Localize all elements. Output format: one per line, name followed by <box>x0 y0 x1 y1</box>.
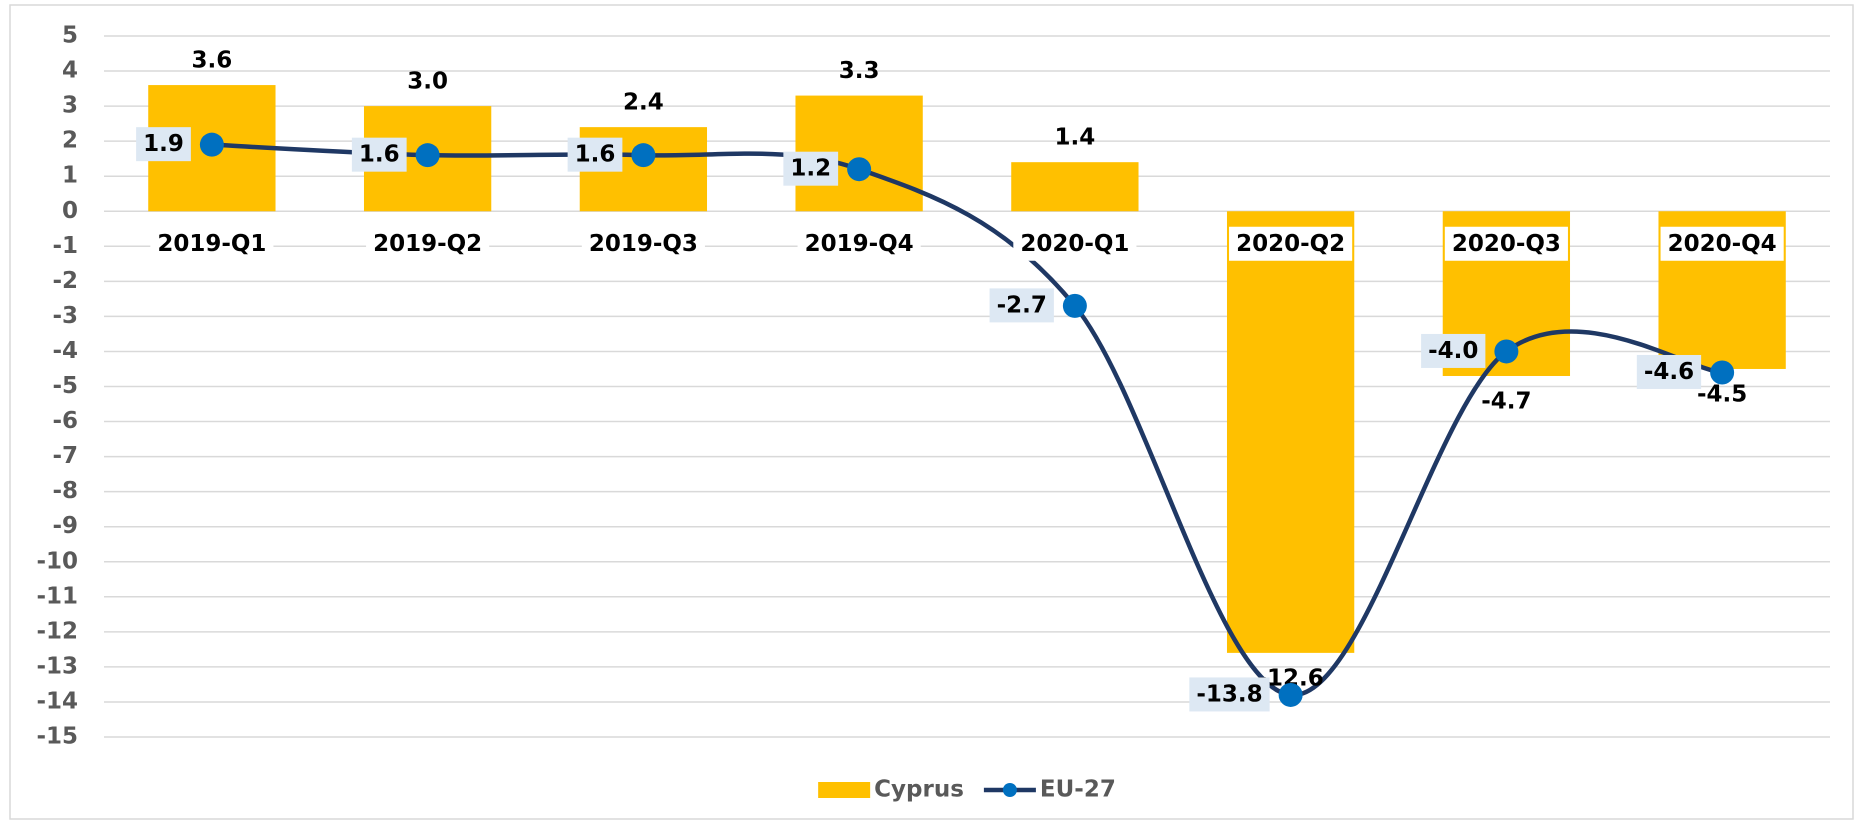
bar-value-label: 3.6 <box>192 48 233 74</box>
label-background <box>581 226 705 261</box>
line-value-label: 1.6 <box>359 142 400 168</box>
label-background <box>1636 354 1702 389</box>
marker <box>415 143 440 168</box>
marker <box>1278 682 1303 707</box>
label-background <box>783 151 839 186</box>
marker <box>1062 293 1087 318</box>
label-background <box>989 288 1054 323</box>
bar-value-label: 1.4 <box>1055 125 1096 151</box>
label-background <box>136 127 191 162</box>
label-background <box>1013 226 1137 261</box>
line-value-label: -13.8 <box>1196 681 1262 707</box>
x-tick-label: 2019-Q4 <box>805 231 914 257</box>
y-tick-label: -9 <box>52 513 78 539</box>
y-tick-label: -13 <box>36 653 78 679</box>
x-tick-label: 2019-Q3 <box>589 231 698 257</box>
y-tick-label: -11 <box>36 583 78 609</box>
x-tick-label: 2019-Q1 <box>157 231 266 257</box>
label-background <box>1444 226 1568 261</box>
marker <box>1710 360 1735 385</box>
y-tick-label: -3 <box>52 303 78 329</box>
label-background <box>366 226 490 261</box>
bar-value-label: -4.7 <box>1481 388 1531 414</box>
marker <box>199 132 224 157</box>
marker <box>1494 339 1519 364</box>
legend-label: EU-27 <box>1040 777 1116 803</box>
y-tick-label: -2 <box>52 268 78 294</box>
y-tick-label: -6 <box>52 408 78 434</box>
bar <box>1226 211 1355 653</box>
line-value-label: -4.6 <box>1644 359 1694 385</box>
legend-swatch <box>818 782 871 798</box>
label-background <box>351 137 407 172</box>
y-tick-label: 3 <box>62 93 78 119</box>
y-tick-label: 2 <box>62 128 78 154</box>
marker <box>847 157 872 182</box>
y-tick-label: 5 <box>62 23 78 49</box>
line-value-label: -4.0 <box>1428 338 1478 364</box>
label-background <box>567 137 623 172</box>
bar <box>1011 162 1139 212</box>
y-tick-label: -12 <box>36 618 78 644</box>
bar-value-label: 3.3 <box>839 58 880 84</box>
y-tick-label: 4 <box>62 58 78 84</box>
line-value-label: 1.6 <box>575 142 616 168</box>
marker <box>631 143 656 168</box>
y-tick-label: 0 <box>62 198 78 224</box>
label-background <box>150 226 274 261</box>
x-tick-label: 2020-Q1 <box>1020 231 1129 257</box>
y-tick-label: 1 <box>62 163 78 189</box>
x-tick-label: 2020-Q2 <box>1236 231 1345 257</box>
label-background <box>797 226 921 261</box>
y-tick-label: -10 <box>36 548 78 574</box>
y-tick-label: -4 <box>52 338 78 364</box>
line-value-label: 1.9 <box>143 131 184 157</box>
x-tick-label: 2019-Q2 <box>373 231 482 257</box>
y-tick-label: -7 <box>52 443 78 469</box>
y-tick-label: -5 <box>52 373 78 399</box>
bar-value-label: 2.4 <box>623 90 664 116</box>
y-tick-label: -8 <box>52 478 78 504</box>
bar-value-label: -4.5 <box>1697 381 1747 407</box>
label-background <box>1229 226 1353 261</box>
y-tick-label: -15 <box>36 724 78 750</box>
y-tick-label: -14 <box>36 688 78 714</box>
label-background <box>1421 333 1486 368</box>
chart-border <box>9 4 1854 820</box>
line-value-label: -2.7 <box>997 292 1047 318</box>
y-tick-label: -1 <box>52 233 78 259</box>
legend-label: Cyprus <box>874 777 964 803</box>
label-background <box>1189 677 1270 712</box>
line-value-label: 1.2 <box>790 156 831 182</box>
x-tick-label: 2020-Q4 <box>1668 231 1777 257</box>
bar-value-label: 3.0 <box>407 69 448 95</box>
x-tick-label: 2020-Q3 <box>1452 231 1561 257</box>
label-background <box>1660 226 1784 261</box>
legend-marker <box>1002 783 1017 797</box>
